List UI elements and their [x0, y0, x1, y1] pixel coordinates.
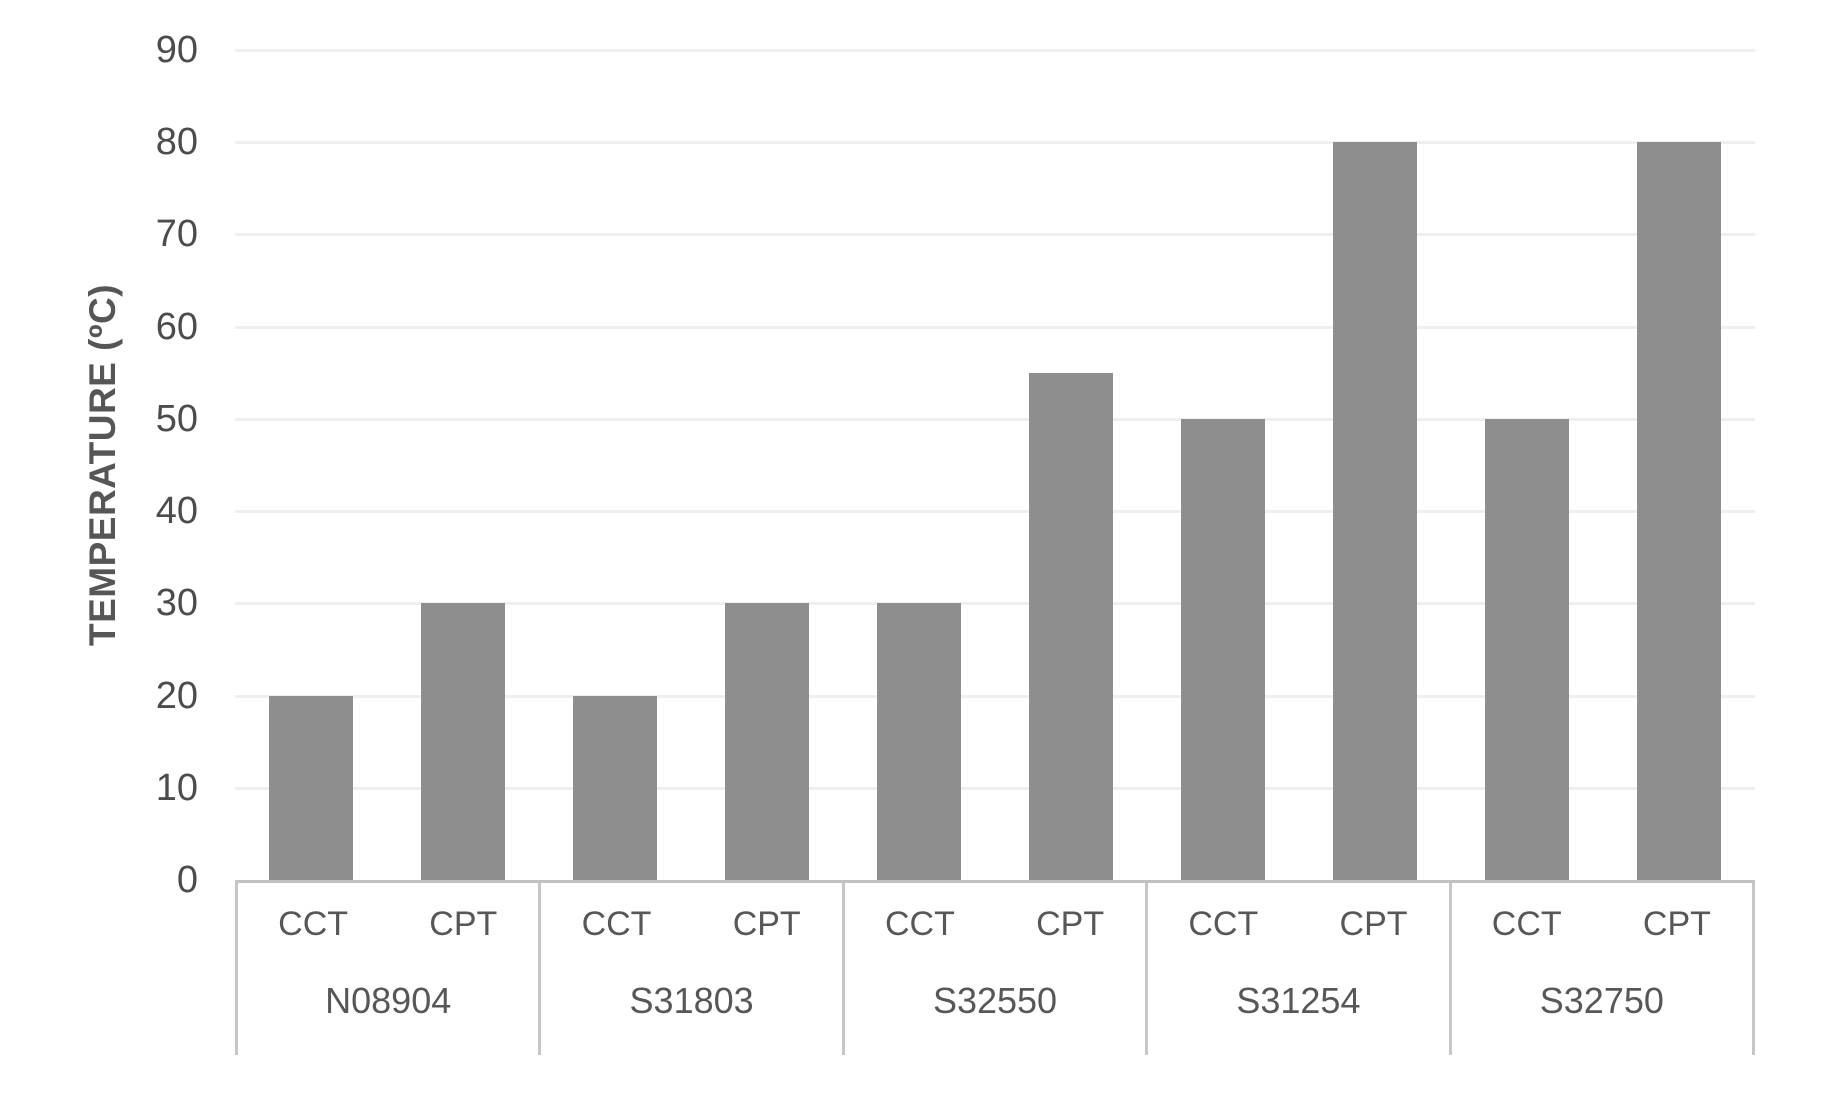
y-tick-label: 10: [155, 766, 198, 809]
y-tick-label: 70: [155, 213, 198, 256]
axis-group-s31254: CCT CPT S31254: [1145, 883, 1448, 1055]
y-tick-label: 0: [176, 859, 198, 901]
gridline: [235, 694, 1755, 698]
gridline: [235, 786, 1755, 790]
category-axis: CCT CPT N08904 CCT CPT S31803 CCT CPT S32550 CCT C…: [235, 880, 1756, 1055]
sub-category-row: CCT CPT: [541, 883, 841, 966]
y-tick-label: 20: [155, 674, 198, 717]
category-label: S31803: [629, 980, 754, 1022]
bar-s31254-cpt: [1333, 142, 1417, 880]
sub-category-label: CPT: [1642, 905, 1711, 944]
category-label: S32750: [1539, 980, 1664, 1022]
sub-category-label: CCT: [1188, 905, 1259, 944]
bar-s32550-cpt: [1029, 372, 1113, 880]
category-label: S32550: [932, 980, 1058, 1022]
sub-category-label: CPT: [732, 905, 801, 944]
y-tick-label: 80: [155, 121, 198, 164]
bar-s31803-cct: [573, 695, 657, 880]
sub-category-row: CCT CPT: [845, 883, 1145, 966]
y-tick-label: 30: [155, 582, 198, 625]
bar-n08904-cpt: [421, 603, 505, 880]
gridline: [235, 141, 1755, 145]
axis-group-s32550: CCT CPT S32550: [841, 883, 1145, 1055]
category-label: S31254: [1236, 980, 1361, 1022]
bar-n08904-cct: [269, 695, 353, 880]
y-tick-label: 90: [155, 29, 198, 71]
sub-category-label: CCT: [1491, 905, 1562, 944]
y-tick-label: 40: [155, 490, 198, 533]
axis-group-n08904: CCT CPT N08904: [235, 883, 538, 1055]
gridline: [235, 510, 1755, 514]
y-tick-label: 50: [155, 397, 198, 440]
sub-category-label: CPT: [1036, 905, 1105, 944]
gridline: [235, 417, 1755, 421]
sub-category-label: CCT: [581, 905, 652, 944]
bar-s31803-cpt: [725, 603, 809, 880]
bar-s32750-cct: [1485, 418, 1569, 880]
sub-category-row: CCT CPT: [238, 883, 538, 966]
category-label: N08904: [325, 980, 452, 1022]
bar-s32550-cct: [877, 603, 961, 880]
axis-group-s32750: CCT CPT S32750: [1448, 883, 1756, 1055]
y-tick-label: 60: [155, 305, 198, 348]
bar-s32750-cpt: [1637, 142, 1721, 880]
sub-category-label: CCT: [278, 905, 349, 944]
sub-category-row: CCT CPT: [1452, 883, 1752, 966]
gridline: [235, 49, 1755, 52]
plot-area: [235, 49, 1755, 880]
sub-category-row: CCT CPT: [1148, 883, 1448, 966]
y-axis: 0 10 20 30 40 50 60 70 80 90: [0, 31, 198, 899]
gridline: [235, 325, 1755, 329]
sub-category-label: CPT: [1339, 905, 1408, 944]
bar-s31254-cct: [1181, 418, 1265, 880]
gridline: [235, 602, 1755, 606]
gridline: [235, 233, 1755, 237]
axis-group-s31803: CCT CPT S31803: [538, 883, 841, 1055]
sub-category-label: CCT: [884, 905, 955, 944]
sub-category-label: CPT: [429, 905, 498, 944]
